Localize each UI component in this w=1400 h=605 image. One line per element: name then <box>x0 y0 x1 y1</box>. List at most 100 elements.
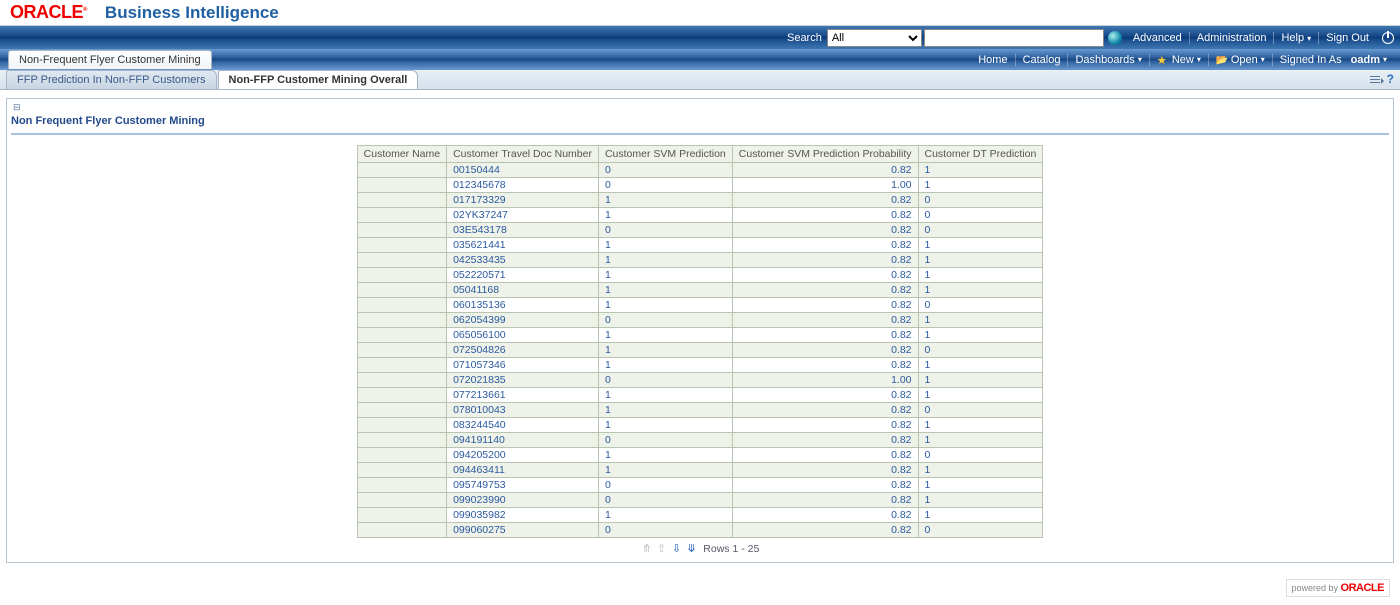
cell-dt: 1 <box>918 493 1043 508</box>
star-icon <box>1157 54 1169 65</box>
cell-name <box>357 268 446 283</box>
cell-name <box>357 508 446 523</box>
col-header-dt[interactable]: Customer DT Prediction <box>918 146 1043 163</box>
sub-tab-ffp-prediction[interactable]: FFP Prediction In Non-FFP Customers <box>6 70 217 89</box>
table-row: 04253343510.821 <box>357 253 1043 268</box>
open-link[interactable]: Open ▾ <box>1208 54 1272 66</box>
cell-prob: 0.82 <box>732 328 918 343</box>
cell-dt: 0 <box>918 298 1043 313</box>
cell-doc: 099023990 <box>447 493 599 508</box>
sub-tab-mining-overall[interactable]: Non-FFP Customer Mining Overall <box>218 70 419 89</box>
cell-dt: 0 <box>918 448 1043 463</box>
cell-prob: 0.82 <box>732 358 918 373</box>
col-header-svm[interactable]: Customer SVM Prediction <box>598 146 732 163</box>
advanced-link[interactable]: Advanced <box>1126 32 1189 44</box>
cell-svm: 1 <box>598 238 732 253</box>
cell-prob: 0.82 <box>732 343 918 358</box>
table-row: 0504116810.821 <box>357 283 1043 298</box>
powered-by-label: powered by <box>1292 583 1339 593</box>
cell-name <box>357 388 446 403</box>
cell-name <box>357 373 446 388</box>
pager-next-icon[interactable]: ⇩ <box>671 542 683 555</box>
product-name: Business Intelligence <box>95 3 279 23</box>
administration-link[interactable]: Administration <box>1189 32 1274 44</box>
cell-doc: 078010043 <box>447 403 599 418</box>
table-row: 09420520010.820 <box>357 448 1043 463</box>
cell-dt: 1 <box>918 373 1043 388</box>
cell-dt: 0 <box>918 343 1043 358</box>
cell-doc: 00150444 <box>447 163 599 178</box>
cell-prob: 0.82 <box>732 388 918 403</box>
col-header-prob[interactable]: Customer SVM Prediction Probability <box>732 146 918 163</box>
sign-out-link[interactable]: Sign Out <box>1318 32 1376 44</box>
table-row: 09906027500.820 <box>357 523 1043 538</box>
cell-name <box>357 448 446 463</box>
cell-dt: 0 <box>918 208 1043 223</box>
signed-in-as[interactable]: Signed In As oadm ▾ <box>1272 54 1394 66</box>
dashboards-link[interactable]: Dashboards ▾ <box>1067 54 1148 66</box>
cell-doc: 095749753 <box>447 478 599 493</box>
cell-doc: 072504826 <box>447 343 599 358</box>
cell-name <box>357 523 446 538</box>
cell-doc: 094463411 <box>447 463 599 478</box>
pager-last-icon[interactable]: ⤋ <box>685 542 697 555</box>
sub-tabs: FFP Prediction In Non-FFP Customers Non-… <box>0 70 1400 90</box>
new-link[interactable]: New ▾ <box>1149 54 1208 66</box>
table-row: 03562144110.821 <box>357 238 1043 253</box>
cell-prob: 0.82 <box>732 508 918 523</box>
cell-svm: 1 <box>598 418 732 433</box>
cell-name <box>357 343 446 358</box>
cell-dt: 0 <box>918 523 1043 538</box>
help-icon[interactable]: ? <box>1387 72 1394 86</box>
cell-svm: 0 <box>598 478 732 493</box>
page-tab[interactable]: Non-Frequent Flyer Customer Mining <box>8 50 212 69</box>
help-link[interactable]: Help ▾ <box>1273 32 1318 44</box>
cell-dt: 1 <box>918 163 1043 178</box>
search-input[interactable] <box>924 29 1104 47</box>
cell-prob: 0.82 <box>732 478 918 493</box>
cell-svm: 0 <box>598 523 732 538</box>
cell-doc: 05041168 <box>447 283 599 298</box>
home-link[interactable]: Home <box>971 54 1014 66</box>
table-row: 07721366110.821 <box>357 388 1043 403</box>
cell-name <box>357 298 446 313</box>
cell-svm: 1 <box>598 508 732 523</box>
search-go-icon[interactable] <box>1108 31 1122 45</box>
cell-name <box>357 313 446 328</box>
cell-doc: 071057346 <box>447 358 599 373</box>
global-toolbar: Search All Advanced Administration Help … <box>0 26 1400 49</box>
search-scope-select[interactable]: All <box>827 29 922 47</box>
cell-doc: 099060275 <box>447 523 599 538</box>
cell-doc: 012345678 <box>447 178 599 193</box>
table-row: 09903598210.821 <box>357 508 1043 523</box>
table-row: 07250482610.820 <box>357 343 1043 358</box>
cell-svm: 1 <box>598 328 732 343</box>
cell-name <box>357 178 446 193</box>
footer-oracle-logo: ORACLE <box>1341 582 1384 594</box>
cell-doc: 062054399 <box>447 313 599 328</box>
cell-dt: 1 <box>918 253 1043 268</box>
cell-svm: 1 <box>598 208 732 223</box>
cell-prob: 0.82 <box>732 268 918 283</box>
page-options-icon[interactable] <box>1370 73 1384 85</box>
cell-prob: 0.82 <box>732 433 918 448</box>
collapse-icon[interactable]: ⊟ <box>11 102 1389 113</box>
cell-prob: 0.82 <box>732 193 918 208</box>
cell-doc: 02YK37247 <box>447 208 599 223</box>
catalog-link[interactable]: Catalog <box>1015 54 1068 66</box>
cell-prob: 0.82 <box>732 238 918 253</box>
table-row: 06505610010.821 <box>357 328 1043 343</box>
col-header-name[interactable]: Customer Name <box>357 146 446 163</box>
cell-doc: 083244540 <box>447 418 599 433</box>
table-row: 01234567801.001 <box>357 178 1043 193</box>
cell-dt: 1 <box>918 238 1043 253</box>
cell-dt: 0 <box>918 403 1043 418</box>
table-row: 02YK3724710.820 <box>357 208 1043 223</box>
col-header-doc[interactable]: Customer Travel Doc Number <box>447 146 599 163</box>
power-icon[interactable] <box>1382 32 1394 44</box>
cell-dt: 0 <box>918 193 1043 208</box>
cell-name <box>357 358 446 373</box>
table-row: 09574975300.821 <box>357 478 1043 493</box>
cell-dt: 1 <box>918 328 1043 343</box>
cell-name <box>357 238 446 253</box>
